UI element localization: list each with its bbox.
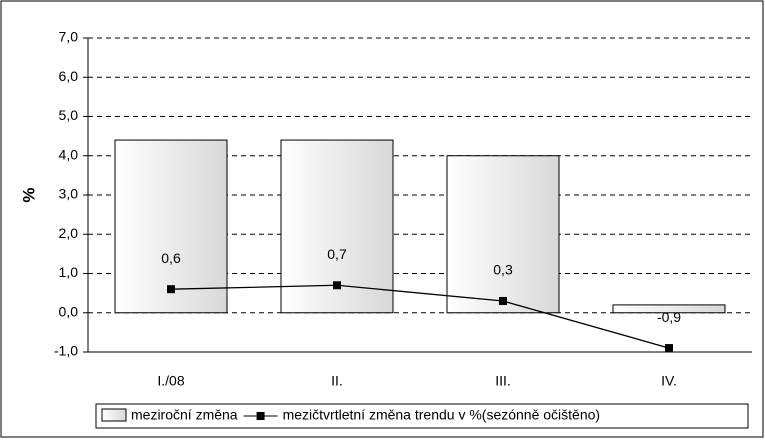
y-tick-label: 5,0 (59, 107, 79, 123)
x-tick-label: II. (331, 373, 343, 389)
x-tick-label: I./08 (157, 373, 184, 389)
y-tick-label: 7,0 (59, 29, 79, 45)
data-label: 0,6 (161, 250, 181, 266)
marker (333, 281, 341, 290)
legend-box (95, 403, 749, 429)
y-tick-label: 3,0 (59, 186, 79, 202)
legend: meziroční změna mezičtvrtletní změna tren… (95, 403, 749, 429)
legend-marker (256, 412, 265, 420)
y-tick-label: 2,0 (59, 225, 79, 241)
bar (446, 155, 560, 314)
data-label: 0,3 (493, 262, 513, 278)
line (170, 284, 670, 349)
x-tick-label: III. (495, 373, 511, 389)
y-axis-label: % (19, 187, 38, 202)
marker (167, 285, 175, 294)
y-tick-label: 6,0 (59, 68, 79, 84)
data-label: -0,9 (657, 309, 681, 325)
marker (665, 344, 673, 353)
bar (612, 304, 726, 314)
legend-label: meziroční změna (131, 407, 238, 423)
data-label: 0,7 (327, 246, 347, 262)
bar (114, 139, 228, 314)
y-tick-label: 0,0 (59, 303, 79, 319)
y-tick-label: 4,0 (59, 146, 79, 162)
legend-label: mezičtvrtletní změna trendu v %(sezónně … (283, 407, 600, 423)
y-tick-label: 1,0 (59, 264, 79, 280)
legend-swatch (101, 408, 127, 422)
marker (499, 296, 507, 305)
x-tick-label: IV. (661, 373, 677, 389)
y-tick-label: -1,0 (54, 343, 78, 359)
